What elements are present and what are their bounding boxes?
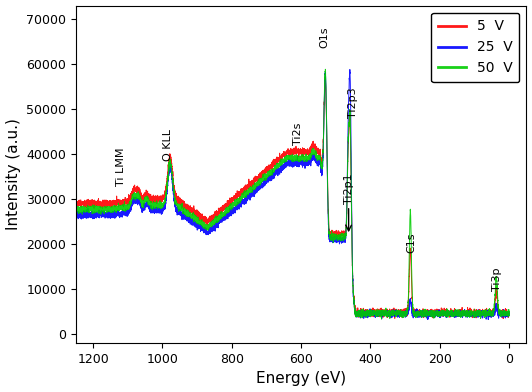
50  V bbox=[267, 170, 273, 174]
5  V bbox=[267, 164, 273, 169]
Text: O KLL: O KLL bbox=[163, 129, 173, 161]
25  V bbox=[485, 317, 492, 322]
50  V bbox=[503, 309, 509, 314]
25  V bbox=[178, 212, 184, 217]
50  V bbox=[378, 317, 385, 321]
5  V bbox=[322, 74, 328, 79]
5  V bbox=[176, 198, 182, 203]
Line: 5  V: 5 V bbox=[76, 77, 509, 318]
Text: Ti2p3: Ti2p3 bbox=[348, 87, 358, 118]
Y-axis label: Intensity (a.u.): Intensity (a.u.) bbox=[5, 118, 21, 230]
5  V bbox=[506, 310, 512, 315]
Text: Ti2s: Ti2s bbox=[293, 123, 303, 145]
25  V bbox=[267, 176, 273, 180]
50  V bbox=[173, 199, 180, 204]
Text: Ti3p: Ti3p bbox=[492, 268, 502, 291]
Legend: 5  V, 25  V, 50  V: 5 V, 25 V, 50 V bbox=[431, 13, 520, 82]
25  V bbox=[73, 213, 79, 218]
5  V bbox=[178, 198, 184, 202]
50  V bbox=[176, 205, 182, 209]
5  V bbox=[73, 198, 79, 203]
5  V bbox=[500, 316, 506, 321]
25  V bbox=[503, 314, 509, 319]
50  V bbox=[73, 204, 79, 209]
25  V bbox=[236, 202, 243, 207]
Line: 50  V: 50 V bbox=[76, 69, 509, 319]
25  V bbox=[176, 207, 182, 211]
5  V bbox=[173, 200, 180, 205]
Text: Ti2p1: Ti2p1 bbox=[344, 173, 354, 203]
25  V bbox=[506, 310, 512, 314]
50  V bbox=[322, 67, 329, 72]
25  V bbox=[173, 206, 180, 211]
50  V bbox=[236, 198, 243, 203]
X-axis label: Energy (eV): Energy (eV) bbox=[256, 372, 346, 387]
Text: C1s: C1s bbox=[406, 232, 416, 253]
5  V bbox=[236, 192, 243, 197]
50  V bbox=[178, 202, 184, 207]
50  V bbox=[506, 308, 512, 312]
5  V bbox=[503, 312, 509, 316]
Text: Ti LMM: Ti LMM bbox=[116, 147, 126, 186]
Text: O1s: O1s bbox=[319, 27, 329, 48]
25  V bbox=[347, 67, 353, 72]
Line: 25  V: 25 V bbox=[76, 69, 509, 319]
